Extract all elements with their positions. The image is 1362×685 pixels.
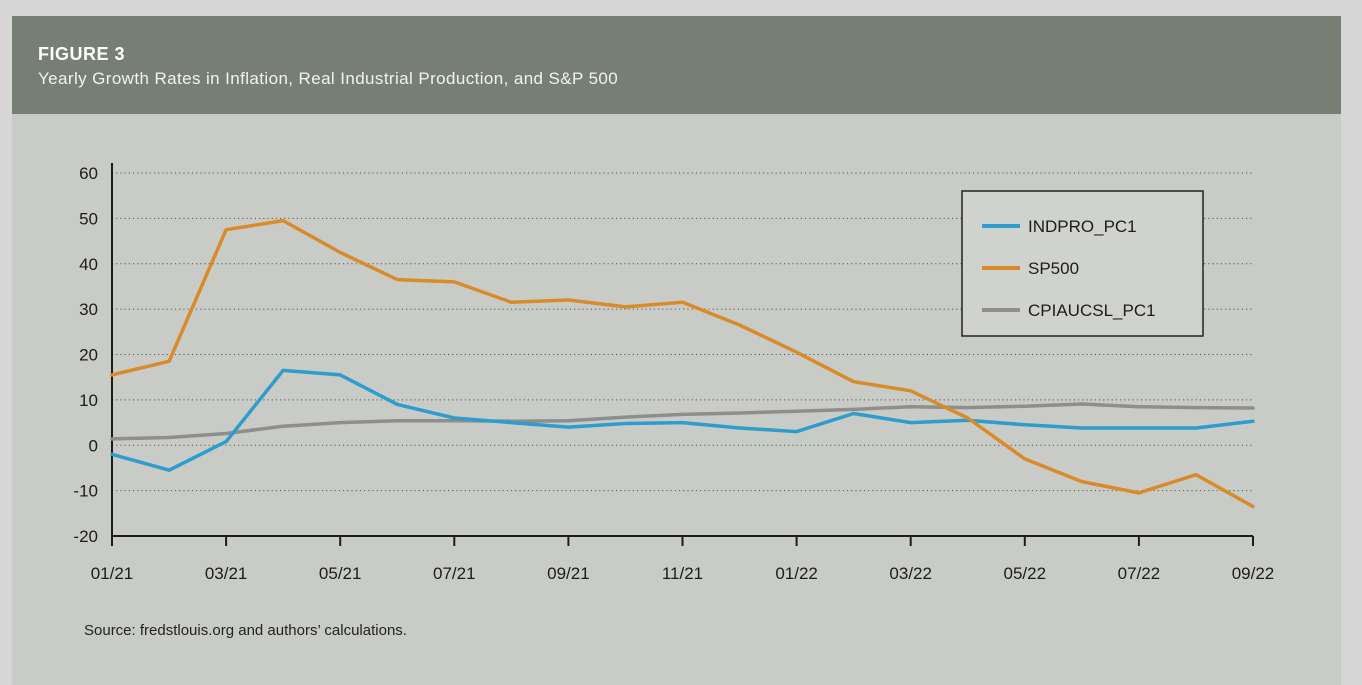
series-line-cpiaucsl_pc1 xyxy=(110,402,1255,441)
legend-label: CPIAUCSL_PC1 xyxy=(1028,301,1156,320)
figure-panel: FIGURE 3 Yearly Growth Rates in Inflatio… xyxy=(12,16,1341,685)
legend-label: INDPRO_PC1 xyxy=(1028,217,1137,236)
x-tick-label: 05/22 xyxy=(1004,564,1047,583)
series-lines xyxy=(110,218,1255,509)
legend: INDPRO_PC1 SP500 CPIAUCSL_PC1 xyxy=(961,190,1204,337)
x-tick-label: 09/21 xyxy=(547,564,590,583)
x-tick-label: 11/21 xyxy=(662,564,703,583)
y-tick-label: 30 xyxy=(79,300,98,319)
axes: 60 50 40 30 20 10 0 -10 -20 01/21 03/21 05/21 07/21 0… xyxy=(73,163,1274,583)
x-tick-label: 03/21 xyxy=(205,564,248,583)
y-tick-label: 10 xyxy=(79,391,98,410)
x-tick-label: 01/22 xyxy=(775,564,818,583)
grid-lines xyxy=(112,172,1253,492)
x-tick-label: 03/22 xyxy=(889,564,932,583)
series-line-sp500 xyxy=(110,218,1255,509)
series-line-indpro_pc1 xyxy=(110,368,1255,472)
figure-label: FIGURE 3 xyxy=(38,44,126,64)
y-tick-label: -20 xyxy=(73,527,98,546)
y-tick-label: 60 xyxy=(79,164,98,183)
legend-label: SP500 xyxy=(1028,259,1079,278)
figure-header: FIGURE 3 Yearly Growth Rates in Inflatio… xyxy=(12,16,1341,114)
x-tick-label: 01/21 xyxy=(91,564,134,583)
y-tick-label: 0 xyxy=(89,436,98,455)
y-tick-label: 40 xyxy=(79,255,98,274)
source-note: Source: fredstlouis.org and authors’ cal… xyxy=(84,622,407,639)
y-tick-label: 20 xyxy=(79,346,98,365)
y-tick-label: 50 xyxy=(79,209,98,228)
x-tick-label: 07/22 xyxy=(1118,564,1161,583)
x-tick-label: 05/21 xyxy=(319,564,362,583)
x-tick-label: 09/22 xyxy=(1232,564,1275,583)
y-tick-label: -10 xyxy=(73,482,98,501)
figure-title: Yearly Growth Rates in Inflation, Real I… xyxy=(38,69,619,88)
x-tick-label: 07/21 xyxy=(433,564,476,583)
